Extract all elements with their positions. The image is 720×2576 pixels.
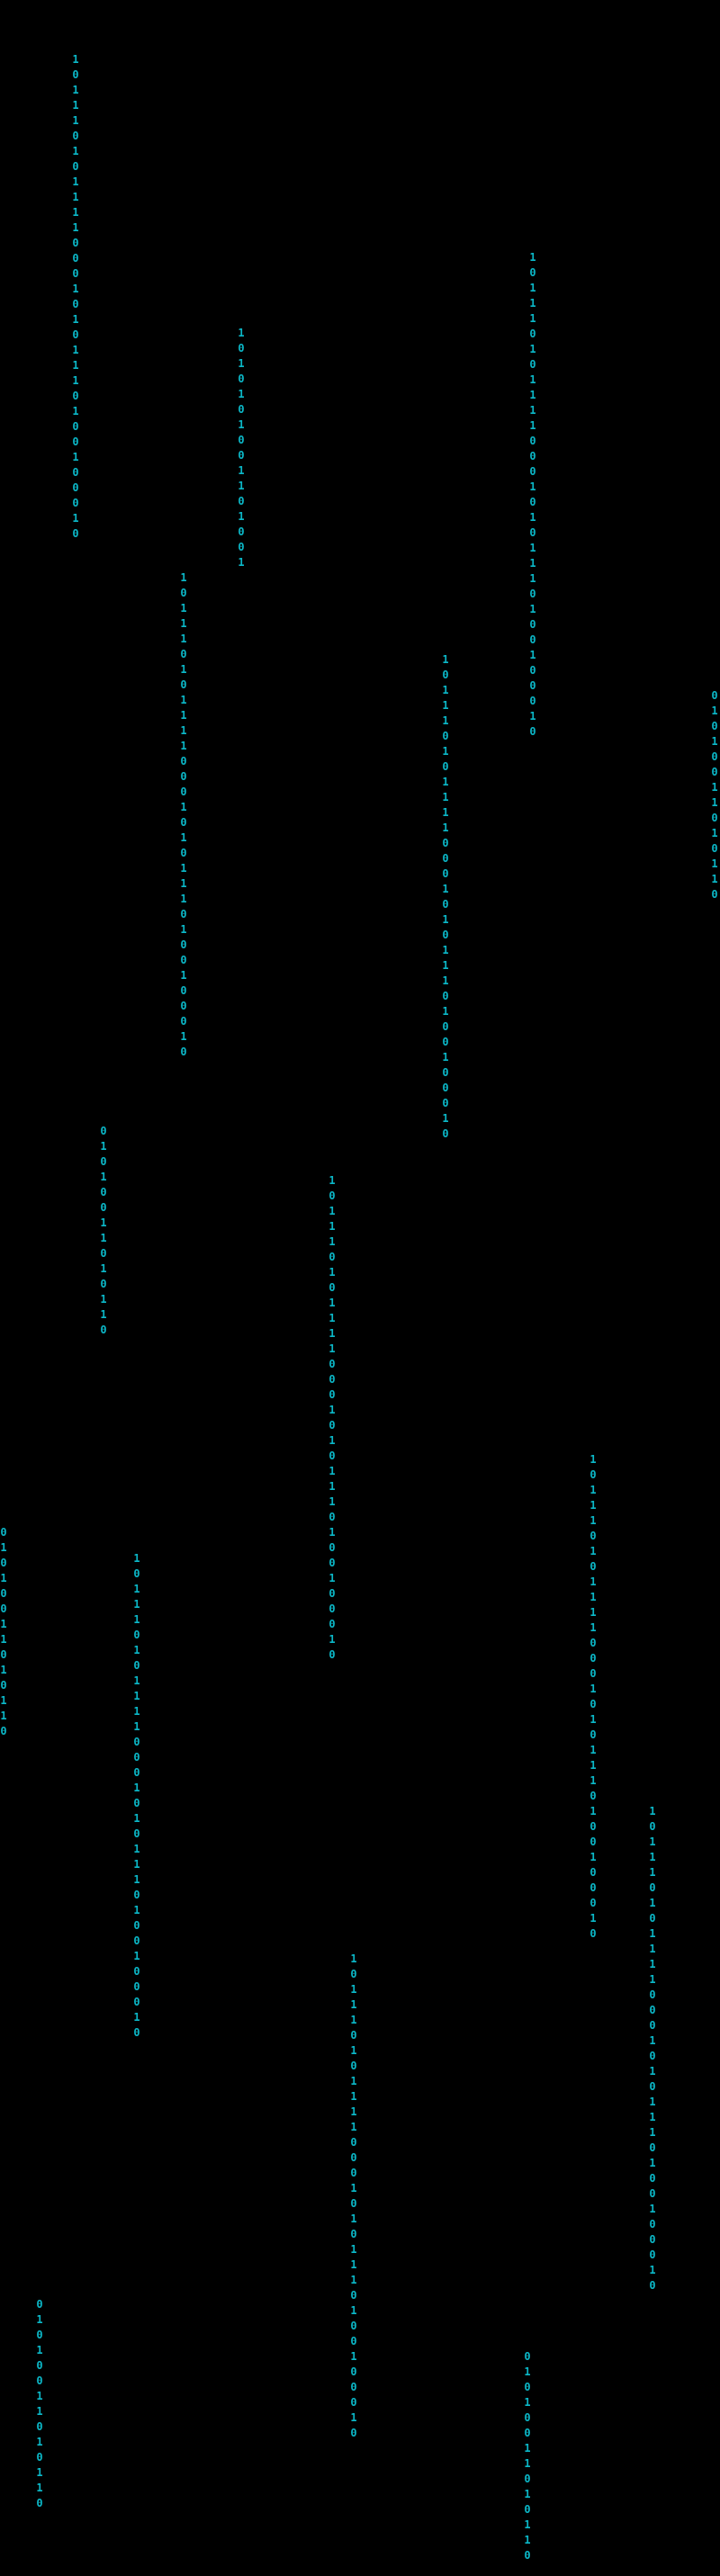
binary-column: 01010011010110 [100, 1125, 107, 1336]
binary-column: 10111010111100010101110100100010 [529, 251, 536, 738]
binary-column: 10111010111100010101110100100010 [649, 1805, 656, 2292]
binary-column: 01010011010110 [524, 2350, 531, 2562]
binary-column: 01010011010110 [711, 689, 718, 901]
binary-column: 10111010111100010101110100100010 [180, 571, 187, 1058]
binary-column: 01010011010110 [0, 1526, 7, 1737]
binary-column: 10111010111100010101110100100010 [442, 653, 449, 1140]
binary-column: 10111010111100010101110100100010 [133, 1552, 140, 2039]
binary-column: 10111010111100010101110100100010 [590, 1453, 597, 1940]
binary-column: 10111010111100010101110100100010 [350, 1952, 357, 2439]
binary-column: 10111010111100010101110100100010 [328, 1174, 336, 1661]
binary-column: 01010011010110 [36, 2298, 43, 2509]
binary-column: 1010101001101001 [238, 327, 245, 569]
binary-column: 10111010111100010101110100100010 [72, 53, 79, 540]
